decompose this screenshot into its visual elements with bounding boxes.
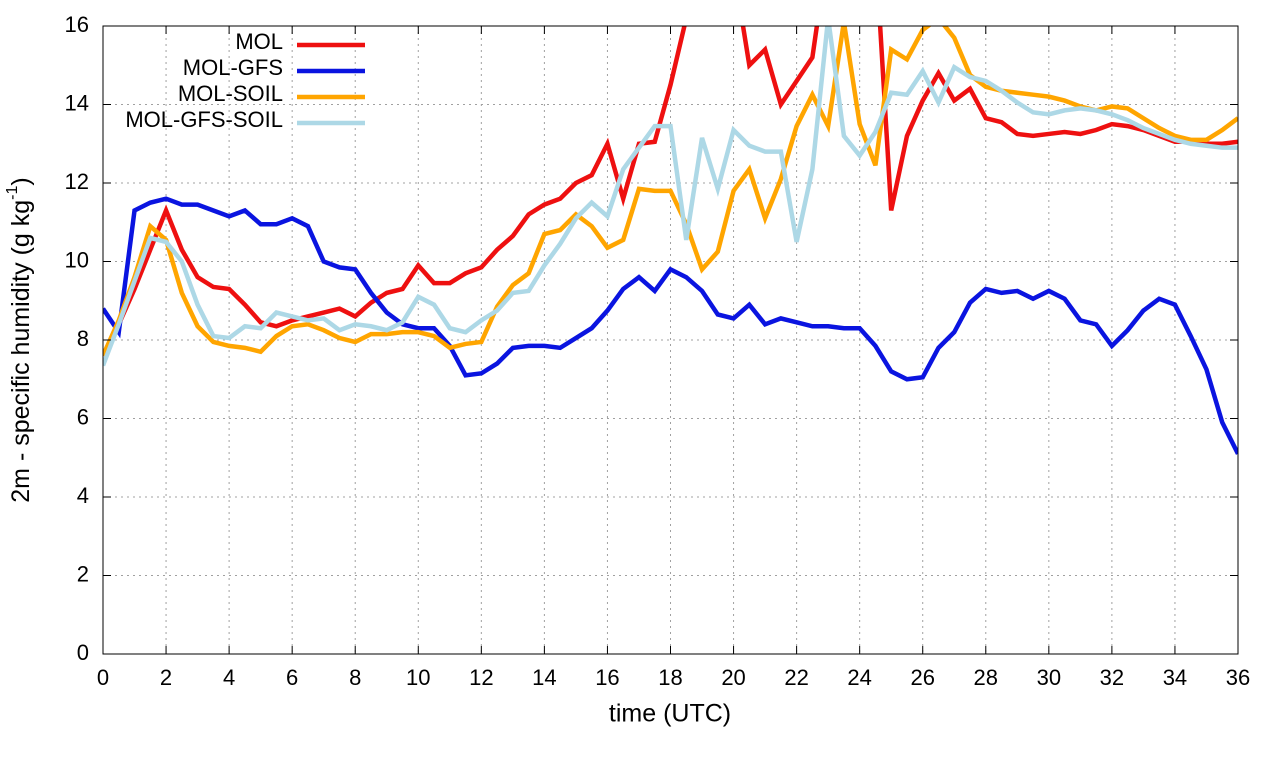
y-tick-label: 10 bbox=[65, 247, 89, 272]
y-tick-label: 14 bbox=[65, 90, 89, 115]
y-tick-label: 6 bbox=[77, 404, 89, 429]
x-tick-label: 2 bbox=[160, 665, 172, 690]
series-line bbox=[103, 196, 1238, 455]
x-tick-label: 6 bbox=[286, 665, 298, 690]
y-axis-label: 2m - specific humidity (g kg-1) bbox=[4, 177, 34, 502]
x-tick-label: 24 bbox=[847, 665, 871, 690]
x-tick-label: 0 bbox=[97, 665, 109, 690]
x-tick-label: 30 bbox=[1037, 665, 1061, 690]
x-tick-label: 28 bbox=[974, 665, 998, 690]
x-axis-label: time (UTC) bbox=[609, 700, 731, 728]
y-tick-label: 0 bbox=[77, 640, 89, 665]
x-tick-label: 22 bbox=[784, 665, 808, 690]
x-tick-label: 8 bbox=[349, 665, 361, 690]
x-tick-label: 18 bbox=[658, 665, 682, 690]
y-tick-label: 8 bbox=[77, 326, 89, 351]
x-tick-label: 12 bbox=[469, 665, 493, 690]
x-tick-label: 34 bbox=[1163, 665, 1187, 690]
x-tick-label: 32 bbox=[1100, 665, 1124, 690]
x-tick-label: 16 bbox=[595, 665, 619, 690]
plot-lines bbox=[103, 26, 1238, 455]
legend-label: MOL-SOIL bbox=[178, 81, 283, 106]
y-axis-label-superscript: -1 bbox=[4, 186, 21, 200]
legend-label: MOL-GFS-SOIL bbox=[125, 107, 283, 132]
legend-label: MOL bbox=[235, 29, 283, 54]
x-tick-label: 4 bbox=[223, 665, 235, 690]
x-tick-label: 36 bbox=[1226, 665, 1250, 690]
y-tick-label: 4 bbox=[77, 483, 89, 508]
x-tick-label: 26 bbox=[910, 665, 934, 690]
x-tick-label: 14 bbox=[532, 665, 556, 690]
legend-label: MOL-GFS bbox=[183, 55, 283, 80]
x-tick-label: 20 bbox=[721, 665, 745, 690]
y-tick-label: 16 bbox=[65, 12, 89, 37]
y-axis-label-text: 2m - specific humidity (g kg bbox=[7, 200, 35, 503]
y-axis-label-suffix: ) bbox=[7, 177, 35, 185]
series-line bbox=[103, 26, 1238, 367]
series-line bbox=[103, 26, 1238, 357]
y-tick-label: 2 bbox=[77, 561, 89, 586]
x-tick-label: 10 bbox=[406, 665, 430, 690]
series-line bbox=[103, 26, 1238, 357]
y-tick-label: 12 bbox=[65, 169, 89, 194]
